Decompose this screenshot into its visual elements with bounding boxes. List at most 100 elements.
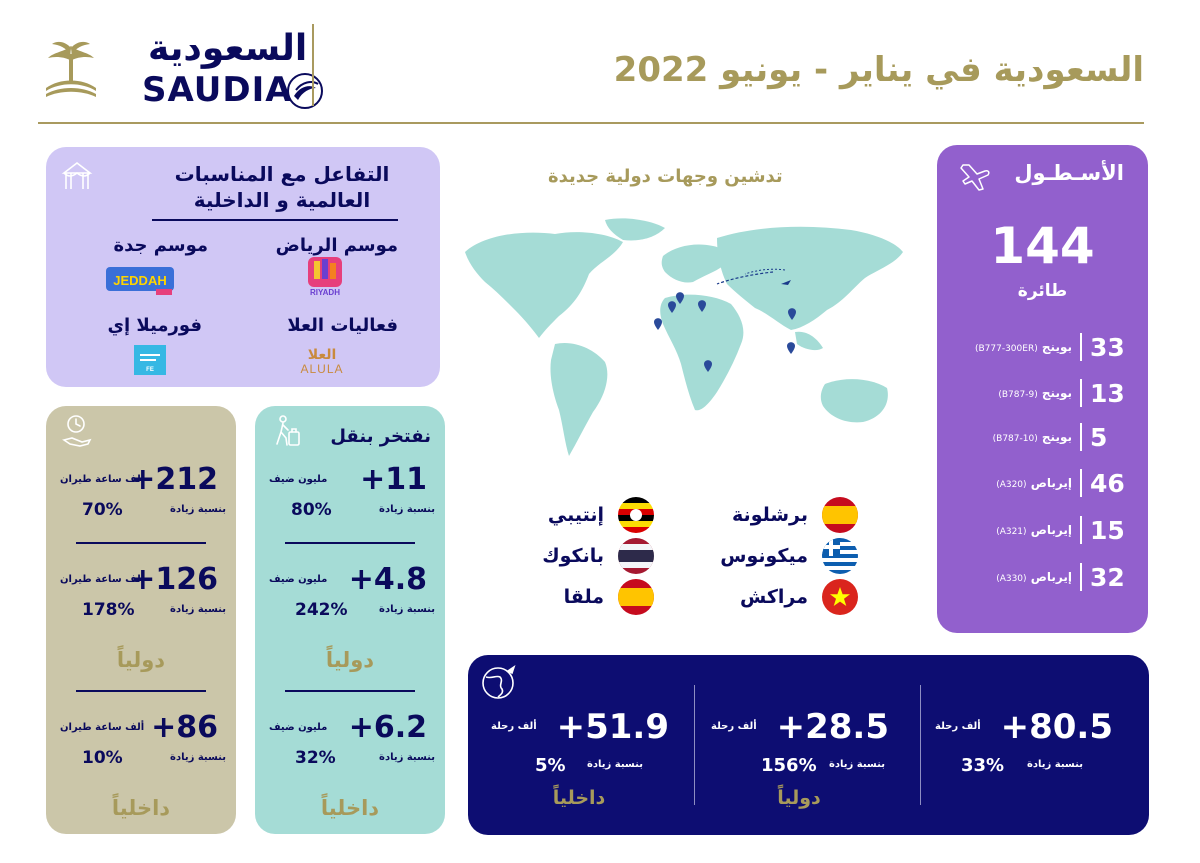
destination-marrakech: مراكش [740,579,858,615]
flights-increase-label: بنسبة زيادة [829,759,885,770]
stat-unit: مليون ضيف [269,574,328,585]
flights-unit: ألف رحلة [491,721,537,732]
flight-hours-card: +212 ألف ساعة طيران 70% بنسبة زيادة +126… [46,406,236,834]
alula-logo-text: ALULA [300,362,343,376]
divider [76,690,206,692]
formula-e-logo: FE [134,345,166,375]
events-title: التفاعل مع المناسبات العالمية و الداخلية [174,162,390,212]
pin-icon [668,301,676,313]
fleet-row: 32 إيرباص (A330) [945,562,1130,592]
greenland [605,218,665,241]
destination-name: مراكش [739,586,808,608]
fleet-count: 46 [1090,468,1125,498]
fleet-count: 33 [1090,332,1125,362]
destination-name: بانكوك [542,545,604,567]
events-title-rule [152,219,398,221]
alula-logo-arabic: العلا [308,347,337,363]
flights-increase-label: بنسبة زيادة [587,759,643,770]
fleet-model: إيرباص (A330) [996,570,1072,584]
pin-icon [704,360,712,372]
fleet-unit: طائرة [1017,281,1068,301]
fleet-model: إيرباص (A320) [996,476,1072,490]
palm-swords-emblem-icon [46,41,96,97]
north-america [465,232,623,338]
fleet-row-separator [1080,379,1082,407]
passengers-card: نفتخر بنقل +11 مليون ضيف 80% بنسبة زيادة… [255,406,445,834]
stat-unit: مليون ضيف [269,722,328,733]
red-star-flag-icon [822,579,858,615]
stat-value: +126 [130,562,218,597]
event-label-riyadh: موسم الرياض [275,235,398,256]
flights-value: +28.5 [776,707,889,747]
fleet-model: بوينج (B787-10) [992,430,1072,444]
hours-total-block: +212 ألف ساعة طيران 70% بنسبة زيادة [46,462,236,524]
destination-name: ميكونوس [720,545,808,567]
event-label-jeddah: موسم جدة [113,235,208,256]
plane-icon [781,280,791,285]
fleet-count: 32 [1090,562,1125,592]
fleet-count: 15 [1090,515,1125,545]
hours-domestic-block: +86 ألف ساعة طيران 10% بنسبة زيادة [46,710,236,772]
stat-increase-label: بنسبة زيادة [379,504,435,515]
event-label-alula: فعاليات العلا [287,315,398,336]
spain-flag-icon [822,497,858,533]
stat-percent: 80% [291,500,332,520]
fleet-row: 5 بوينج (B787-10) [945,422,1130,452]
jeddah-logo-text: JEDDAH [113,273,166,288]
destination-barcelona: برشلونة [732,497,858,533]
hours-international-block: +126 ألف ساعة طيران 178% بنسبة زيادة [46,562,236,624]
flights-percent: 33% [961,755,1005,776]
south-america [550,342,608,456]
destination-name: إنتيبي [547,504,604,526]
fleet-model: إيرباص (A321) [996,523,1072,537]
flights-total-col: +80.5 ألف رحلة 33% بنسبة زيادة [923,707,1123,817]
world-map [465,218,903,456]
divider [285,542,415,544]
international-label: دولياً [777,787,821,809]
fleet-title: الأسـطـول [1014,161,1124,185]
route-line [716,271,774,285]
header-rule [38,122,1144,124]
domestic-label: داخلياً [552,787,606,809]
fleet-count: 5 [1090,422,1108,452]
events-card: التفاعل مع المناسبات العالمية و الداخلية… [46,147,440,387]
skyteam-icon [287,73,323,109]
fleet-row: 46 إيرباص (A320) [945,468,1130,498]
stat-unit: مليون ضيف [269,474,328,485]
column-divider [694,685,695,805]
flights-increase-label: بنسبة زيادة [1027,759,1083,770]
europe [661,244,726,283]
saudia-logo: السعودية SAUDIA [38,22,323,110]
pin-icon [788,308,796,320]
fleet-row-separator [1080,423,1082,451]
fleet-row-separator [1080,516,1082,544]
stat-unit: ألف ساعة طيران [60,474,145,485]
fleet-row: 15 إيرباص (A321) [945,515,1130,545]
fleet-count: 13 [1090,378,1125,408]
stat-unit: ألف ساعة طيران [60,574,145,585]
flights-unit: ألف رحلة [935,721,981,732]
flights-unit: ألف رحلة [711,721,757,732]
page-title: السعودية في يناير - يونيو 2022 [613,50,1144,90]
stat-percent: 70% [82,500,123,520]
tent-icon [61,161,93,189]
jeddah-season-logo: JEDDAH [106,267,174,295]
stat-percent: 32% [295,748,336,768]
stat-value: +6.2 [348,710,427,745]
stat-percent: 10% [82,748,123,768]
traveler-luggage-icon [276,415,300,446]
southeast-asia [795,331,823,351]
passengers-total-block: +11 مليون ضيف 80% بنسبة زيادة [255,462,445,524]
flights-value: +80.5 [1000,707,1113,747]
fleet-row-separator [1080,333,1082,361]
asia [717,226,903,330]
stat-percent: 242% [295,600,348,620]
airplane-icon [960,164,990,191]
stat-unit: ألف ساعة طيران [60,722,145,733]
logo-divider [312,24,314,106]
passengers-international-block: +4.8 مليون ضيف 242% بنسبة زيادة [255,562,445,624]
flights-domestic-col: +51.9 ألف رحلة 5% بنسبة زيادة داخلياً [479,707,679,817]
fleet-row-separator [1080,563,1082,591]
fleet-row-separator [1080,469,1082,497]
flights-percent: 156% [761,755,817,776]
